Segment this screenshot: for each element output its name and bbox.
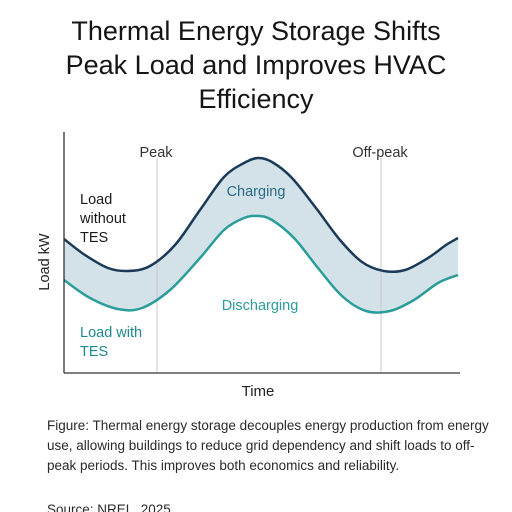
chart-title: Thermal Energy Storage Shifts Peak Load … [16, 14, 496, 116]
annotation-charging: Charging [227, 184, 286, 200]
figure-source: Source: NREL, 2025 [47, 502, 171, 512]
title-line-2: Peak Load and Improves HVAC [65, 50, 447, 80]
annotation-discharging: Discharging [222, 298, 299, 314]
series-label-without-line-3: TES [80, 230, 108, 246]
series-label-with-line-2: TES [80, 344, 108, 360]
title-line-3: Efficiency [198, 84, 314, 114]
series-label-with-line-1: Load with [80, 325, 142, 341]
series-label-without-line-1: Load [80, 192, 112, 208]
series-line-with-tes [63, 214, 459, 314]
series-label-without-line-2: without [79, 211, 126, 227]
series-line-without-tes [63, 156, 459, 274]
y-axis-label: Load kW [37, 233, 53, 291]
storage-band-area [64, 157, 458, 313]
period-label-offpeak: Off-peak [352, 145, 408, 161]
x-axis-label: Time [242, 383, 275, 400]
period-label-peak: Peak [139, 145, 173, 161]
figure-caption: Figure: Thermal energy storage decouples… [47, 418, 489, 473]
title-line-1: Thermal Energy Storage Shifts [71, 16, 441, 46]
